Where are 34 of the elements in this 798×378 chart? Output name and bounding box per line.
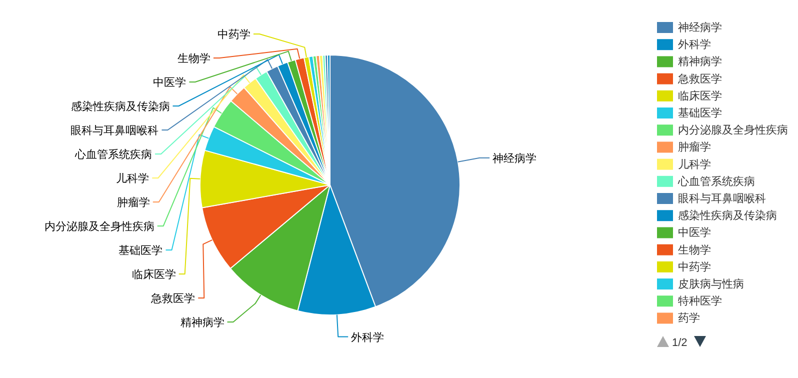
slice-label: 中药学 [217, 28, 250, 41]
slice-label: 内分泌腺及全身性疾病 [44, 220, 154, 233]
legend-label: 中药学 [678, 260, 711, 274]
legend-label: 基础医学 [678, 106, 722, 120]
slice-label: 生物学 [177, 52, 210, 65]
slice-label: 感染性疾病及传染病 [70, 100, 170, 113]
legend-label: 皮肤病与性病 [678, 278, 744, 290]
slice-label: 神经病学 [492, 152, 537, 165]
legend-label: 精神病学 [678, 55, 722, 68]
legend-label: 药学 [678, 312, 700, 325]
legend-label: 感染性疾病及传染病 [678, 209, 777, 222]
legend-label: 眼科与耳鼻咽喉科 [678, 192, 766, 205]
slice-label: 精神病学 [180, 316, 224, 329]
slice-label: 眼科与耳鼻咽喉科 [70, 124, 159, 137]
legend-label: 外科学 [678, 39, 711, 52]
slice-label: 儿科学 [116, 172, 150, 185]
legend-label: 神经病学 [678, 21, 722, 34]
legend-label: 急救医学 [677, 73, 722, 86]
legend-label: 儿科学 [678, 158, 711, 171]
legend-label: 心血管系统疾病 [677, 174, 755, 188]
legend-label: 临床医学 [678, 89, 722, 102]
legend-pager: 1/2 [657, 336, 706, 349]
legend-label: 肿瘤学 [678, 140, 711, 154]
legend-label: 内分泌腺及全身性疾病 [678, 124, 788, 137]
legend-label: 特种医学 [678, 294, 722, 308]
slice-label: 临床医学 [132, 268, 176, 281]
slice-label: 基础医学 [118, 244, 163, 257]
legend-label: 生物学 [678, 243, 711, 256]
slice-label: 心血管系统疾病 [74, 148, 152, 161]
legend-label: 中医学 [678, 226, 711, 240]
slice-label: 中医学 [153, 76, 186, 89]
slice-label: 肿瘤学 [116, 196, 150, 209]
slice-label: 急救医学 [150, 293, 196, 305]
slice-label: 外科学 [351, 332, 384, 344]
